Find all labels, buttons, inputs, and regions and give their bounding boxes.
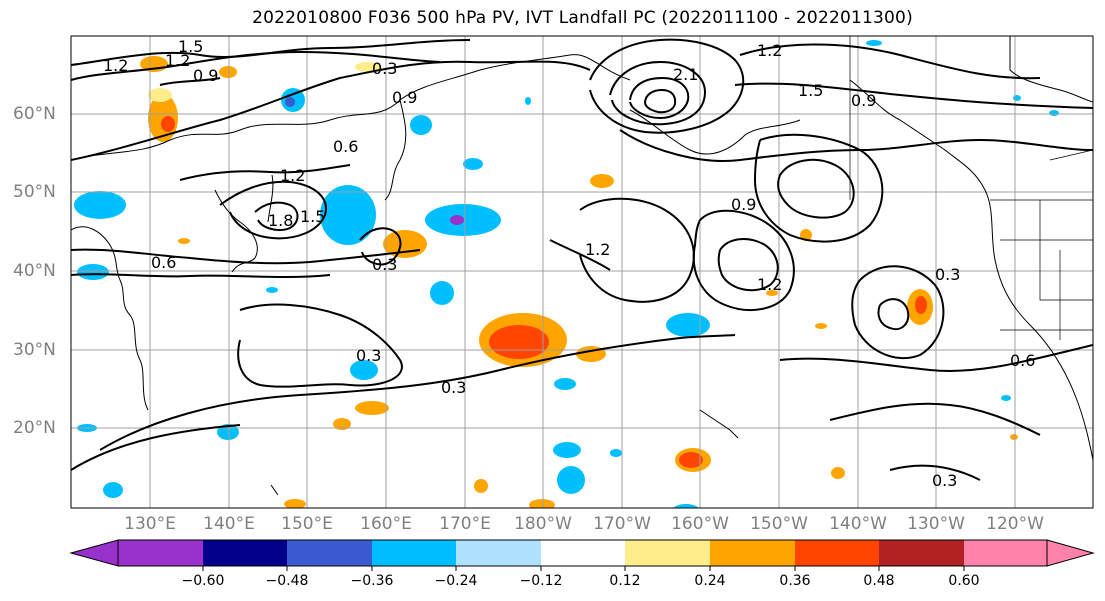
lat-label: 30°N [13,340,56,360]
contour-label: 0.9 [392,88,417,107]
lon-label: 160°E [360,514,412,534]
lon-label: 150°W [750,514,808,534]
colorbar-bin [372,540,456,566]
contour-label: 1.2 [757,275,782,294]
lon-label: 130°W [907,514,965,534]
contour-label-group: 1.2 1.5 1.2 0.9 0.3 0.9 1.2 1.5 0.9 2.1 … [103,37,1035,490]
colorbar-extend-high [1046,539,1095,567]
contour-label: 0.3 [372,255,397,274]
contour-label: 0.9 [193,66,218,85]
map-frame [70,35,1094,509]
contour-label: 1.8 [268,211,293,230]
contour-label: 1.2 [103,56,128,75]
map-background [71,36,1093,508]
lat-label: 50°N [13,182,56,202]
colorbar-tick-label: 0.12 [609,573,641,589]
colorbar-bin [879,540,964,566]
contour-label: 0.3 [441,378,466,397]
contour-label: 0.3 [935,265,960,284]
colorbar-bin [625,540,710,566]
contour-label: 1.2 [757,41,782,60]
contour-label: 0.3 [372,59,397,78]
lon-label: 140°E [203,514,255,534]
contour-label: 1.2 [280,166,305,185]
contour-label: 1.5 [300,207,325,226]
lon-label: 120°W [986,514,1044,534]
colorbar-tick-label: 0.36 [779,573,811,589]
lon-label: 170°W [593,514,651,534]
anomaly-patches [74,40,1059,508]
colorbar-tick-label: −0.60 [181,573,225,589]
colorbar-extend-low [69,539,119,567]
colorbar-tick-label: −0.12 [519,573,563,589]
colorbar-tick-label: 0.48 [863,573,895,589]
contour-label: 1.2 [585,240,610,259]
lon-label: 130°E [124,514,176,534]
colorbar-frame [117,539,1048,567]
contour-label: 1.5 [178,37,203,56]
lat-label: 60°N [13,104,56,124]
colorbar-tick-label: −0.48 [265,573,309,589]
contour-label: 0.3 [932,471,957,490]
lat-label: 20°N [13,418,56,438]
lat-label: 40°N [13,261,56,281]
coastlines [71,36,1093,496]
colorbar-tick-label: 0.24 [694,573,726,589]
colorbar-bin [795,540,879,566]
lon-label: 180°W [514,514,572,534]
colorbar-bin [541,540,625,566]
pv-contours [71,38,1093,481]
map-title: 2022010800 F036 500 hPa PV, IVT Landfall… [252,8,913,28]
colorbar-bin [964,540,1047,566]
colorbar [69,539,1095,571]
contour-label: 0.9 [731,195,756,214]
lon-label: 160°W [671,514,729,534]
lon-label: 140°W [829,514,887,534]
lon-label: 170°E [439,514,491,534]
colorbar-bin [456,540,541,566]
contour-label: 1.5 [798,81,823,100]
colorbar-tick-label: 0.60 [948,573,980,589]
contour-label: 0.6 [333,137,358,156]
contour-label: 0.9 [851,91,876,110]
contour-label: 1.2 [165,51,190,70]
colorbar-bin [710,540,795,566]
graticule [71,36,1093,508]
contour-label: 0.6 [1010,351,1035,370]
colorbar-tick-label: −0.36 [350,573,394,589]
lon-label: 150°E [281,514,333,534]
colorbar-bin [203,540,287,566]
colorbar-bin [287,540,372,566]
borders [849,36,1093,340]
contour-label: 0.6 [151,253,176,272]
contour-label: 2.1 [673,65,698,84]
colorbar-bin [118,540,203,566]
colorbar-tick-label: −0.24 [434,573,478,589]
contour-label: 0.3 [356,346,381,365]
